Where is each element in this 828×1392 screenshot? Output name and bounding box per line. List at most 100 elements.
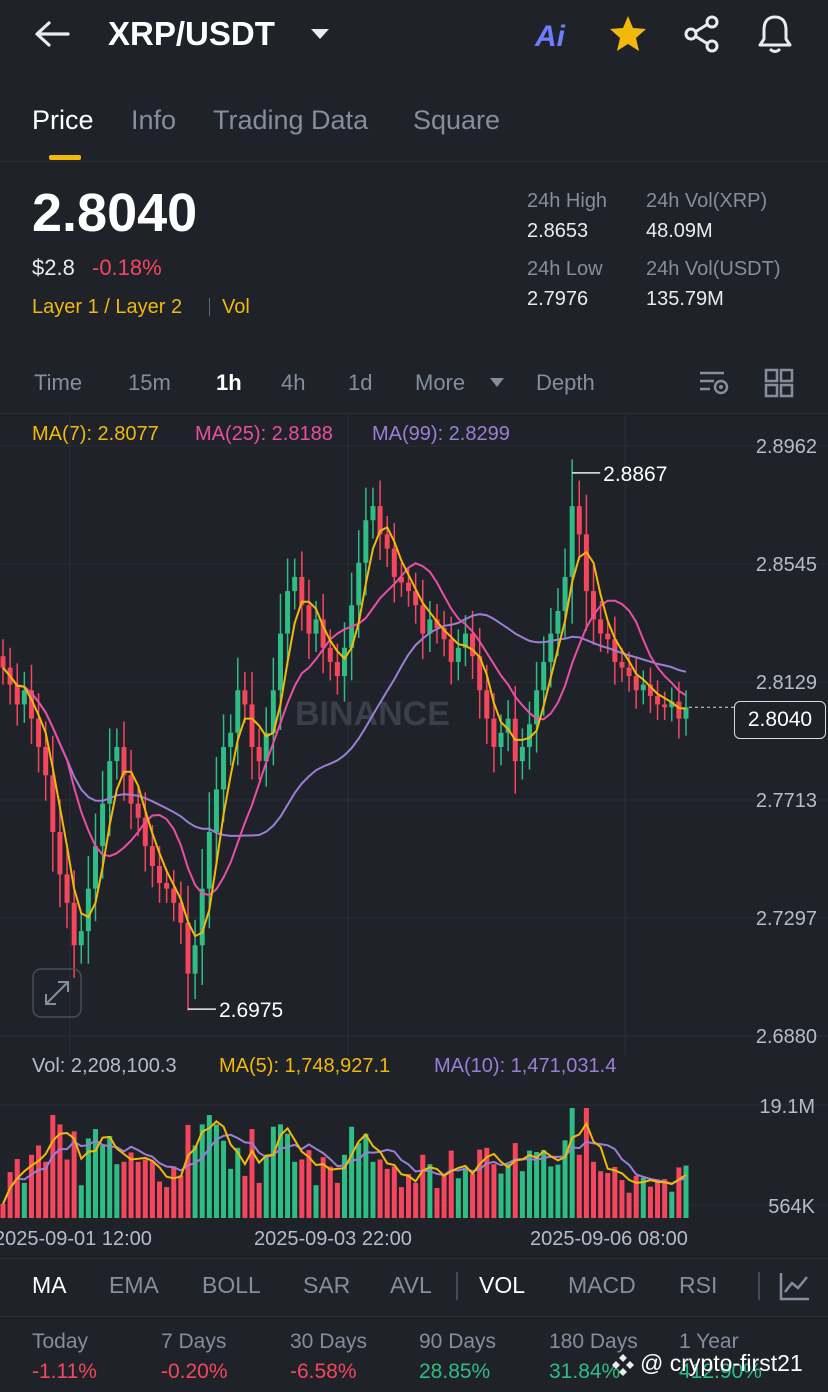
candle-body bbox=[541, 661, 547, 691]
candle-body bbox=[28, 690, 34, 719]
candle-body bbox=[334, 661, 340, 677]
volume-bar bbox=[434, 1188, 440, 1218]
perf-180d-label: 180 Days bbox=[549, 1330, 638, 1353]
volume-bar bbox=[462, 1168, 468, 1218]
volume-bar bbox=[206, 1115, 212, 1218]
indicator-ema[interactable]: EMA bbox=[109, 1272, 159, 1298]
interval-15m[interactable]: 15m bbox=[128, 370, 171, 395]
candle-body bbox=[619, 661, 625, 668]
volume-bar bbox=[185, 1124, 191, 1218]
vol-usdt-value: 135.79M bbox=[646, 288, 724, 310]
indicator-ma[interactable]: MA bbox=[32, 1272, 67, 1298]
interval-time[interactable]: Time bbox=[34, 370, 83, 395]
usd-price: $2.8 bbox=[32, 255, 75, 280]
candle-body bbox=[192, 945, 198, 974]
volume-bar bbox=[327, 1166, 333, 1218]
candle-body bbox=[384, 534, 390, 549]
candle-body bbox=[71, 902, 77, 946]
volume-bar bbox=[192, 1145, 198, 1218]
indicator-boll[interactable]: BOLL bbox=[202, 1272, 261, 1298]
volume-bar bbox=[448, 1150, 454, 1218]
indicator-sar[interactable]: SAR bbox=[303, 1272, 351, 1298]
candle-body bbox=[548, 633, 554, 662]
volume-bar bbox=[249, 1129, 255, 1218]
volume-bar bbox=[85, 1138, 91, 1218]
candle-body bbox=[320, 619, 326, 648]
volume-bar bbox=[498, 1173, 504, 1218]
volume-bar bbox=[384, 1168, 390, 1218]
volume-bar bbox=[78, 1185, 84, 1218]
candle-body bbox=[178, 902, 184, 923]
candle-body bbox=[142, 817, 148, 847]
y-axis-label: 2.7713 bbox=[756, 790, 817, 812]
candle-body bbox=[342, 647, 347, 677]
candle-body bbox=[249, 704, 255, 747]
tab-info[interactable]: Info bbox=[131, 105, 177, 135]
share-icon[interactable] bbox=[683, 15, 721, 53]
x-axis-label: 2025-09-03 22:00 bbox=[254, 1228, 412, 1250]
volume-bar bbox=[576, 1154, 582, 1218]
vol-usdt-label: 24h Vol(USDT) bbox=[646, 258, 781, 280]
volume-bar bbox=[221, 1140, 227, 1218]
pair-title[interactable]: XRP/USDT bbox=[108, 15, 275, 52]
volume-bar bbox=[199, 1124, 205, 1218]
chart-settings-icon[interactable] bbox=[698, 368, 730, 398]
volume-bar bbox=[92, 1129, 98, 1218]
last-price-tag[interactable]: 2.8040 bbox=[734, 701, 826, 739]
dropdown-caret-icon[interactable] bbox=[310, 27, 330, 41]
volume-chart[interactable]: 19.1M 564K bbox=[0, 1085, 828, 1220]
candle-body bbox=[149, 846, 155, 866]
back-arrow-icon[interactable] bbox=[34, 20, 70, 48]
chart-grid bbox=[0, 415, 828, 1055]
category-tag[interactable]: Layer 1 / Layer 2 bbox=[32, 296, 183, 318]
y-axis-label: 2.8129 bbox=[756, 672, 817, 694]
star-icon[interactable] bbox=[608, 14, 648, 54]
indicator-rsi[interactable]: RSI bbox=[679, 1272, 718, 1298]
interval-more[interactable]: More bbox=[415, 370, 466, 395]
candle-body bbox=[391, 548, 397, 577]
interval-4h[interactable]: 4h bbox=[281, 370, 306, 395]
layout-grid-icon[interactable] bbox=[764, 368, 794, 398]
volume-bar bbox=[0, 1203, 6, 1218]
volume-bars-layer bbox=[0, 1108, 689, 1218]
interval-depth[interactable]: Depth bbox=[536, 370, 595, 395]
volume-bar bbox=[50, 1115, 56, 1218]
perf-today-value: -1.11% bbox=[32, 1360, 97, 1383]
candle-body bbox=[0, 656, 6, 668]
volume-bar bbox=[228, 1168, 234, 1218]
volume-bar bbox=[277, 1124, 283, 1218]
candle-body bbox=[505, 718, 511, 733]
volume-bar bbox=[655, 1181, 661, 1218]
candle-body bbox=[555, 610, 561, 634]
indicator-macd[interactable]: MACD bbox=[568, 1272, 636, 1298]
tab-square[interactable]: Square bbox=[413, 105, 501, 135]
volume-bar bbox=[306, 1150, 312, 1218]
more-caret-icon[interactable] bbox=[489, 377, 505, 388]
tab-trading-data[interactable]: Trading Data bbox=[213, 105, 369, 135]
indicator-vol[interactable]: VOL bbox=[479, 1272, 526, 1298]
volume-bar bbox=[14, 1159, 20, 1218]
indicator-settings-icon[interactable] bbox=[778, 1270, 812, 1302]
indicator-separator bbox=[758, 1272, 760, 1300]
candle-body bbox=[100, 803, 106, 847]
volume-bar bbox=[128, 1152, 134, 1218]
interval-1d[interactable]: 1d bbox=[348, 370, 373, 395]
volume-bar bbox=[619, 1180, 625, 1218]
vol-axis-label: 564K bbox=[768, 1196, 815, 1218]
candle-body bbox=[455, 647, 461, 662]
vol-tag[interactable]: Vol bbox=[222, 296, 250, 318]
volume-bar bbox=[548, 1166, 554, 1218]
interval-1h[interactable]: 1h bbox=[216, 370, 242, 395]
volume-bar bbox=[562, 1140, 568, 1218]
price-chart[interactable]: BINANCE 2.89622.85452.81292.77132.72972.… bbox=[0, 415, 828, 1055]
tab-price[interactable]: Price bbox=[32, 105, 94, 135]
expand-chart-icon[interactable] bbox=[32, 968, 82, 1018]
vol-ma10: MA(10): 1,471,031.4 bbox=[434, 1055, 617, 1077]
bell-icon[interactable] bbox=[756, 13, 794, 55]
candle-body bbox=[277, 633, 283, 691]
candle-body bbox=[491, 718, 497, 747]
candle-body bbox=[356, 562, 362, 606]
indicator-avl[interactable]: AVL bbox=[390, 1272, 432, 1298]
ai-icon[interactable]: Ai bbox=[535, 20, 565, 53]
ma25-legend: MA(25): 2.8188 bbox=[195, 423, 333, 445]
